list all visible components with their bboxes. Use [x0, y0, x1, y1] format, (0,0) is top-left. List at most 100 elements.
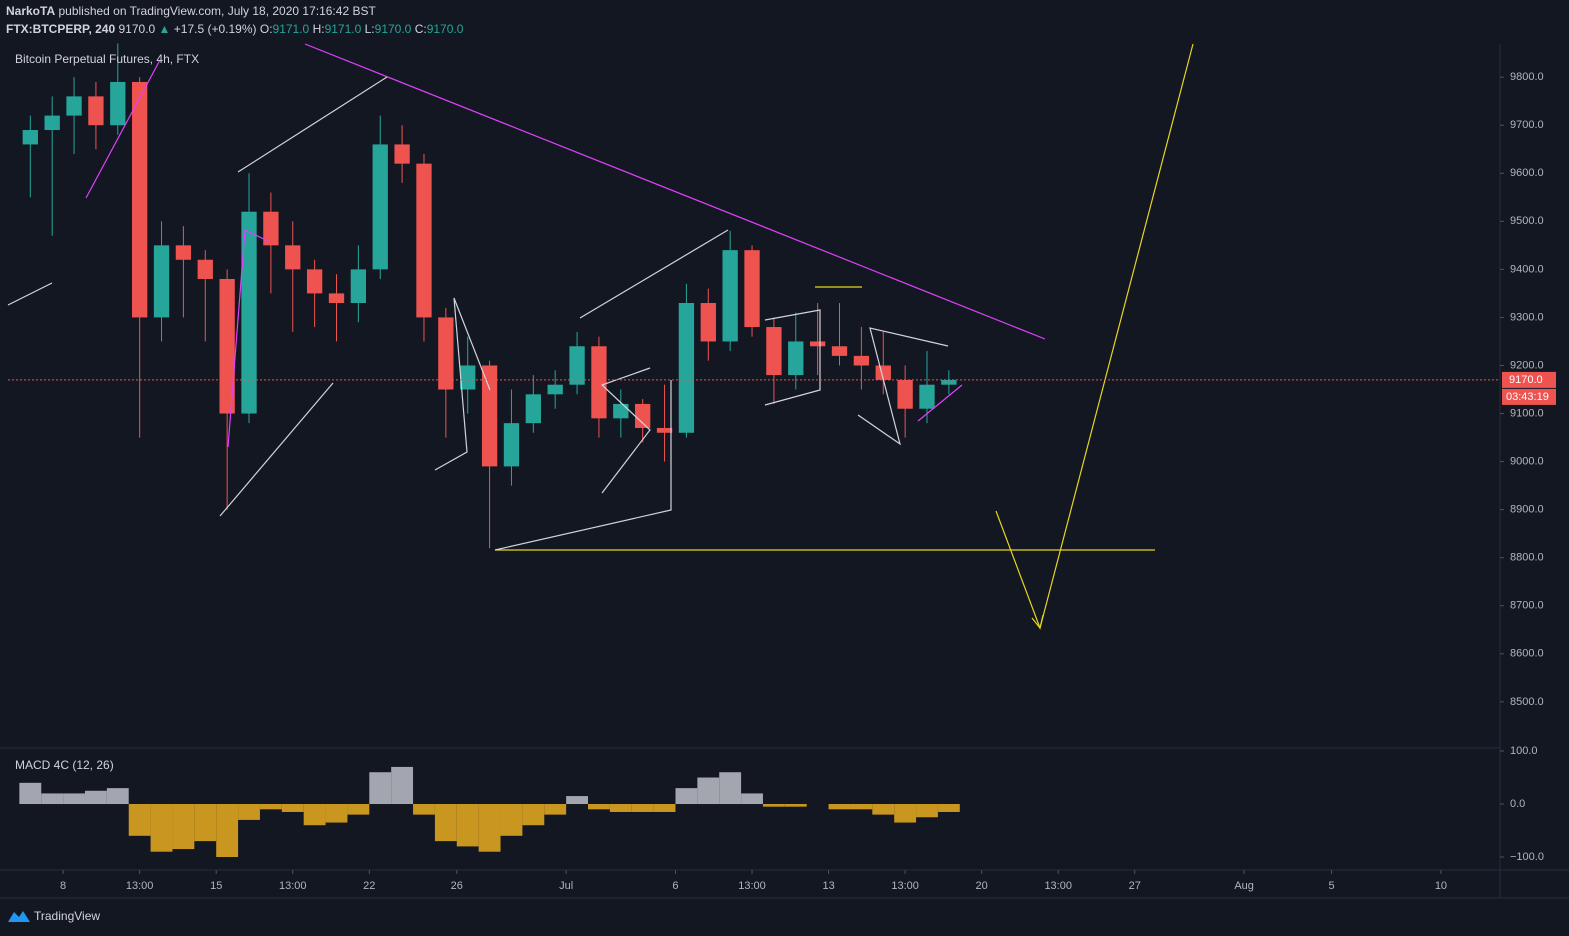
macd-bar — [128, 804, 151, 836]
countdown: 03:43:19 — [1506, 391, 1549, 403]
candle-body — [372, 144, 388, 270]
macd-bar — [391, 766, 414, 805]
logo[interactable]: TradingView — [8, 909, 100, 923]
o: 9171.0 — [273, 22, 310, 36]
pattern-line — [7, 282, 53, 306]
pattern-line — [227, 229, 271, 448]
y-tick-label: 8900.0 — [1510, 504, 1544, 516]
x-tick-label: 13:00 — [279, 880, 307, 892]
pattern-line — [600, 367, 651, 494]
candle-body — [722, 250, 738, 342]
candle-body — [831, 346, 848, 356]
trend-line — [304, 43, 1046, 340]
candle-body — [285, 245, 301, 270]
x-tick-label: 13:00 — [126, 880, 154, 892]
candle-body — [66, 96, 82, 116]
x-tick-label: Jul — [559, 880, 573, 892]
last-price-box — [1502, 371, 1556, 388]
macd-bar — [828, 804, 851, 810]
macd-bar — [850, 804, 873, 810]
y-tick-label: 9800.0 — [1510, 71, 1544, 83]
macd-bar — [478, 804, 501, 852]
macd-bar — [434, 804, 457, 842]
macd-bar — [413, 804, 435, 815]
macd-bar — [784, 804, 807, 807]
candle-body — [328, 293, 345, 304]
brand[interactable]: TradingView — [34, 909, 100, 923]
candle-body — [306, 269, 323, 294]
macd-bar — [697, 777, 720, 805]
y-tick-label: 9600.0 — [1510, 167, 1544, 179]
macd-bar — [544, 804, 567, 815]
header: NarkoTA published on TradingView.com, Ju… — [6, 4, 376, 18]
candle-body — [766, 327, 782, 376]
x-tick-label: 13:00 — [891, 880, 919, 892]
x-tick-label: 26 — [451, 880, 463, 892]
x-tick-label: 15 — [210, 880, 222, 892]
macd-bar — [19, 782, 42, 805]
candle-body — [635, 403, 651, 428]
y-tick-label: 9400.0 — [1510, 263, 1544, 275]
y-tick-label: 9300.0 — [1510, 311, 1544, 323]
last-price-label: 9170.0 — [1509, 374, 1543, 386]
pattern-line — [494, 380, 672, 551]
x-tick-label: 13 — [822, 880, 834, 892]
x-tick-label: Aug — [1234, 880, 1254, 892]
macd-bar — [588, 804, 610, 810]
macd-bar — [369, 772, 392, 805]
macd-bar — [84, 790, 107, 805]
macd-bar — [259, 804, 282, 810]
candle-body — [460, 365, 476, 390]
candle-body — [613, 403, 629, 419]
candle-body — [481, 365, 498, 467]
macd-bar — [106, 788, 129, 805]
macd-bar — [609, 804, 632, 812]
l: 9170.0 — [375, 22, 412, 36]
x-tick-label: 20 — [976, 880, 988, 892]
candle-body — [44, 115, 60, 131]
y-tick-label: 9100.0 — [1510, 407, 1544, 419]
author: NarkoTA — [6, 4, 55, 18]
candle-body — [919, 384, 935, 409]
macd-bar — [194, 804, 217, 842]
countdown-box — [1502, 388, 1556, 405]
y-tick-label: 8600.0 — [1510, 648, 1544, 660]
candle-body — [678, 303, 695, 433]
candle-body — [897, 379, 913, 409]
macd-bar — [719, 772, 742, 805]
logo-icon[interactable] — [8, 911, 30, 922]
x-tick-label: 8 — [60, 880, 66, 892]
pattern-line — [764, 309, 821, 406]
h: 9171.0 — [325, 22, 362, 36]
y-tick-label: 9700.0 — [1510, 119, 1544, 131]
macd-bar — [63, 793, 85, 805]
candle-body — [853, 355, 870, 366]
x-tick-label: 13:00 — [1044, 880, 1072, 892]
macd-bar — [172, 804, 195, 850]
pattern-line — [237, 76, 388, 173]
pattern-line — [857, 327, 949, 446]
candle-body — [525, 394, 541, 424]
macd-bar — [238, 804, 260, 820]
y-tick-label: 8700.0 — [1510, 600, 1544, 612]
pattern-line — [917, 384, 963, 422]
macd-bar — [937, 804, 960, 812]
candle-body — [547, 384, 563, 395]
macd-bar — [456, 804, 479, 847]
x-tick-label: 27 — [1129, 880, 1141, 892]
candle-body — [350, 269, 367, 304]
o-label: O: — [260, 22, 273, 36]
macd-bar — [150, 804, 173, 852]
macd-title: MACD 4C (12, 26) — [15, 758, 114, 772]
candle-body — [263, 211, 279, 246]
macd-bar — [303, 804, 326, 826]
candle-body — [88, 96, 104, 126]
macd-bar — [325, 804, 348, 823]
macd-bar — [216, 804, 239, 858]
candle-body — [132, 81, 148, 318]
symbol: FTX:BTCPERP, 240 — [6, 22, 115, 36]
candle-body — [241, 211, 257, 414]
h-label: H: — [313, 22, 325, 36]
y-tick-label: 9200.0 — [1510, 359, 1544, 371]
